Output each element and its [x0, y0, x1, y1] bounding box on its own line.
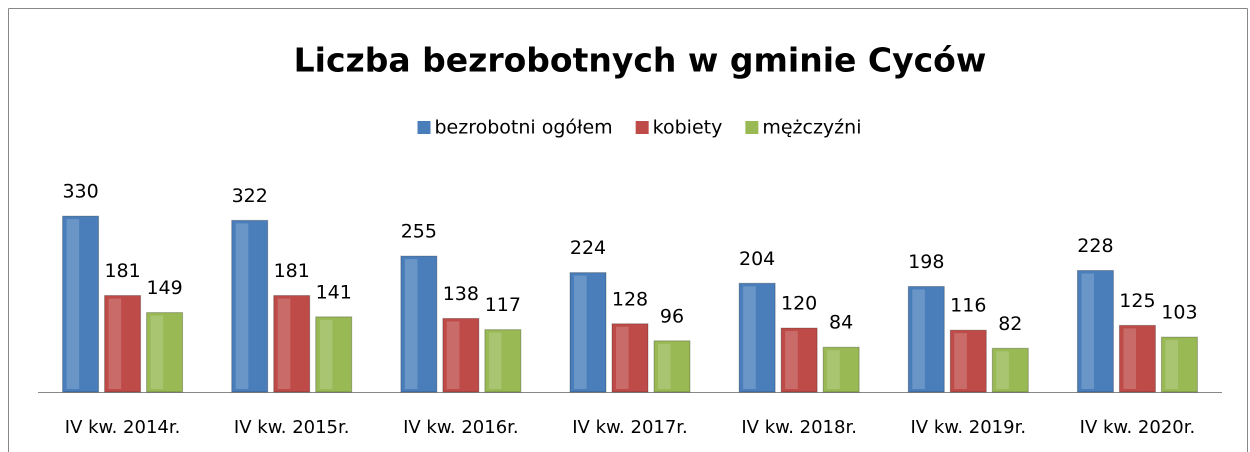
x-tick-label: IV kw. 2015r.: [234, 417, 350, 438]
bar: [315, 316, 353, 393]
x-tick-label: IV kw. 2016r.: [403, 417, 519, 438]
bar: [738, 282, 776, 393]
data-label: 181: [104, 260, 140, 282]
bar-highlight: [1165, 340, 1179, 389]
bar: [146, 312, 184, 393]
bar-highlight: [235, 223, 249, 389]
data-label: 224: [570, 237, 606, 259]
x-tick-label: IV kw. 2017r.: [572, 417, 688, 438]
bar-highlight: [616, 326, 629, 389]
data-label: 322: [232, 185, 268, 207]
x-tick-label: IV kw. 2020r.: [1080, 417, 1196, 438]
bar: [400, 255, 438, 393]
bar-highlight: [108, 298, 122, 389]
bar: [231, 219, 269, 393]
bar-highlight: [319, 319, 333, 389]
data-label: 128: [612, 288, 648, 310]
bar: [822, 346, 860, 393]
legend-swatch: [745, 121, 759, 134]
data-label: 204: [739, 248, 775, 270]
bar-highlight: [658, 343, 671, 389]
x-tick-label: IV kw. 2019r.: [911, 417, 1027, 438]
bar-highlight: [954, 333, 967, 389]
data-label: 84: [829, 312, 853, 334]
data-label: 141: [316, 281, 352, 303]
bar: [62, 215, 100, 393]
bar: [442, 317, 480, 393]
bar: [1160, 336, 1198, 393]
data-label: 120: [781, 293, 817, 315]
bar-highlight: [446, 321, 460, 389]
data-label: 330: [62, 181, 98, 203]
x-tick-label: IV kw. 2018r.: [741, 417, 857, 438]
x-tick-label: IV kw. 2014r.: [65, 417, 181, 438]
bar-highlight: [996, 351, 1009, 389]
data-label: 125: [1119, 290, 1155, 312]
bar-highlight: [743, 286, 756, 389]
bar-highlight: [827, 350, 840, 389]
data-label: 96: [660, 305, 684, 327]
bar-highlight: [1123, 328, 1137, 389]
bar: [907, 285, 945, 393]
bar: [611, 323, 649, 393]
bar-highlight: [66, 219, 80, 389]
bar-highlight: [574, 275, 587, 389]
data-label: 103: [1161, 302, 1197, 324]
legend-label: bezrobotni ogółem: [435, 117, 613, 139]
bar-highlight: [1081, 273, 1095, 389]
bar-highlight: [488, 332, 502, 389]
data-label: 255: [401, 221, 437, 243]
bar: [1118, 324, 1156, 393]
legend-label: mężczyźni: [762, 117, 861, 139]
data-label: 149: [146, 277, 182, 299]
bar: [569, 272, 607, 393]
data-label: 116: [950, 295, 986, 317]
bar: [991, 347, 1029, 393]
bar: [780, 327, 818, 393]
data-label: 228: [1077, 235, 1113, 257]
bar: [949, 329, 987, 393]
data-label: 82: [998, 313, 1022, 335]
bar: [1076, 269, 1114, 393]
legend-swatch: [635, 121, 649, 134]
bar: [653, 340, 691, 393]
bar: [484, 329, 522, 393]
bar: [273, 295, 311, 393]
data-label: 198: [908, 251, 944, 273]
legend-label: kobiety: [653, 117, 723, 139]
legend-swatch: [417, 121, 431, 134]
bar: [104, 295, 142, 393]
chart-title: Liczba bezrobotnych w gminie Cyców: [294, 41, 987, 80]
bar-highlight: [912, 289, 925, 389]
data-label: 181: [274, 260, 310, 282]
data-label: 117: [485, 294, 521, 316]
bar-highlight: [277, 298, 291, 389]
bar-highlight: [404, 259, 418, 389]
bar-highlight: [785, 331, 798, 389]
bar-highlight: [150, 315, 164, 389]
data-label: 138: [443, 283, 479, 305]
